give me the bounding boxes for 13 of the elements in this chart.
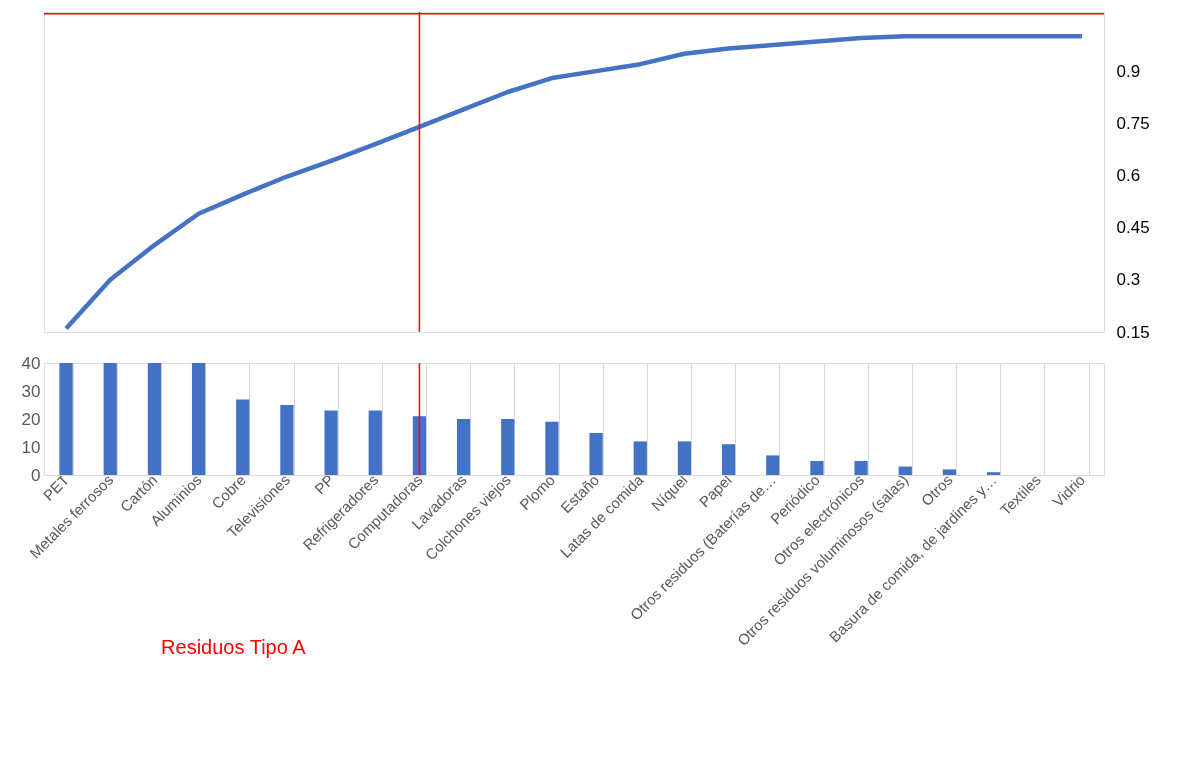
y-tick-label: 0 bbox=[31, 465, 41, 485]
y-tick-label: 0.6 bbox=[1116, 165, 1141, 185]
y-tick-label: 0.9 bbox=[1116, 61, 1141, 81]
y-tick-label: 0.45 bbox=[1116, 218, 1150, 238]
y-tick-label: 0.3 bbox=[1116, 270, 1141, 290]
y-tick-label: 40 bbox=[21, 353, 41, 373]
x-tick-label: PET bbox=[39, 471, 73, 504]
y-tick-label: 10 bbox=[21, 437, 41, 457]
y-tick-label: 0.75 bbox=[1116, 113, 1150, 133]
y-tick-label: 20 bbox=[21, 409, 41, 429]
text: Residuos Tipo A bbox=[161, 636, 307, 659]
y-tick-label: 30 bbox=[21, 381, 41, 401]
y-tick-label: 0.15 bbox=[1116, 322, 1150, 342]
